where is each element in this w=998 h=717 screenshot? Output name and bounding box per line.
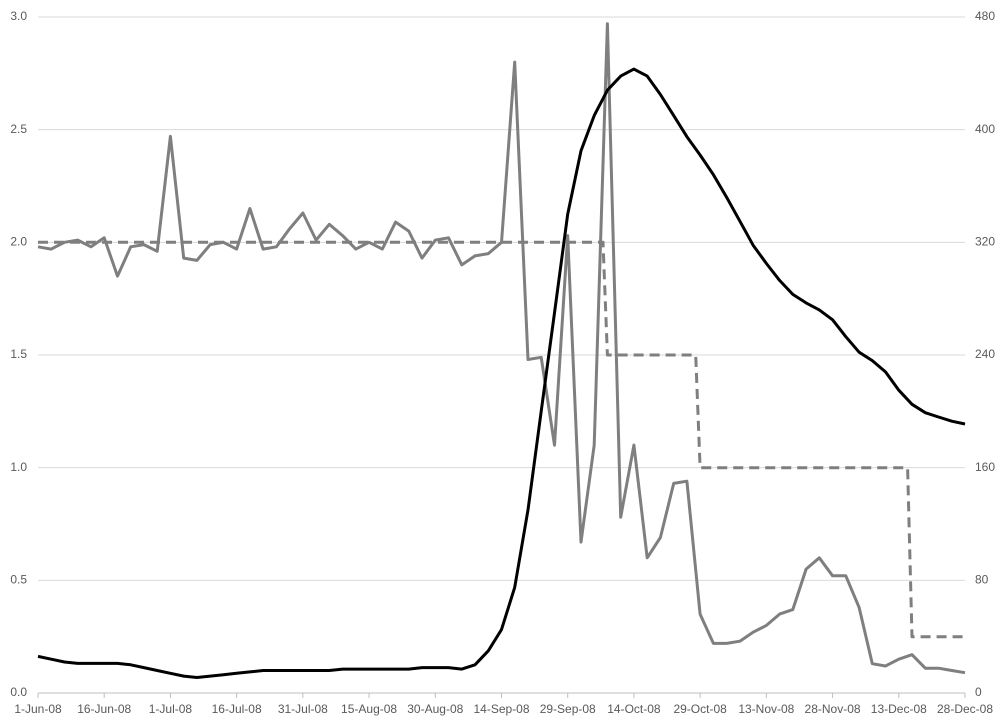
y-tick-label: 0.0 — [10, 685, 27, 699]
series-line — [37, 67, 966, 679]
series-line — [38, 240, 965, 639]
x-tick-label: 31-Jul-08 — [278, 702, 328, 716]
y-tick-label: 0.5 — [10, 573, 27, 587]
x-tick-label: 14-Sep-08 — [473, 702, 529, 716]
y2-tick-label: 0 — [975, 685, 982, 699]
y-tick-label: 2.5 — [10, 122, 27, 136]
x-tick-label: 13-Nov-08 — [738, 702, 794, 716]
x-tick-label: 28-Dec-08 — [937, 702, 993, 716]
y-tick-label: 2.0 — [10, 235, 27, 249]
y-tick-label: 1.0 — [10, 460, 27, 474]
x-tick-label: 1-Jul-08 — [149, 702, 193, 716]
series-line — [37, 22, 966, 675]
y2-tick-label: 240 — [975, 347, 995, 361]
x-tick-label: 29-Sep-08 — [540, 702, 596, 716]
y2-tick-label: 80 — [975, 573, 989, 587]
x-tick-label: 28-Nov-08 — [805, 702, 861, 716]
y2-tick-label: 480 — [975, 9, 995, 23]
y-tick-label: 3.0 — [10, 9, 27, 23]
x-tick-label: 14-Oct-08 — [607, 702, 661, 716]
x-tick-label: 13-Dec-08 — [871, 702, 927, 716]
x-tick-label: 15-Aug-08 — [341, 702, 397, 716]
x-tick-label: 16-Jul-08 — [212, 702, 262, 716]
x-tick-label: 30-Aug-08 — [407, 702, 463, 716]
y-tick-label: 1.5 — [10, 347, 27, 361]
x-tick-label: 29-Oct-08 — [673, 702, 727, 716]
y2-tick-label: 400 — [975, 122, 995, 136]
y2-tick-label: 160 — [975, 460, 995, 474]
y2-tick-label: 320 — [975, 235, 995, 249]
x-tick-label: 1-Jun-08 — [14, 702, 62, 716]
x-tick-label: 16-Jun-08 — [77, 702, 131, 716]
